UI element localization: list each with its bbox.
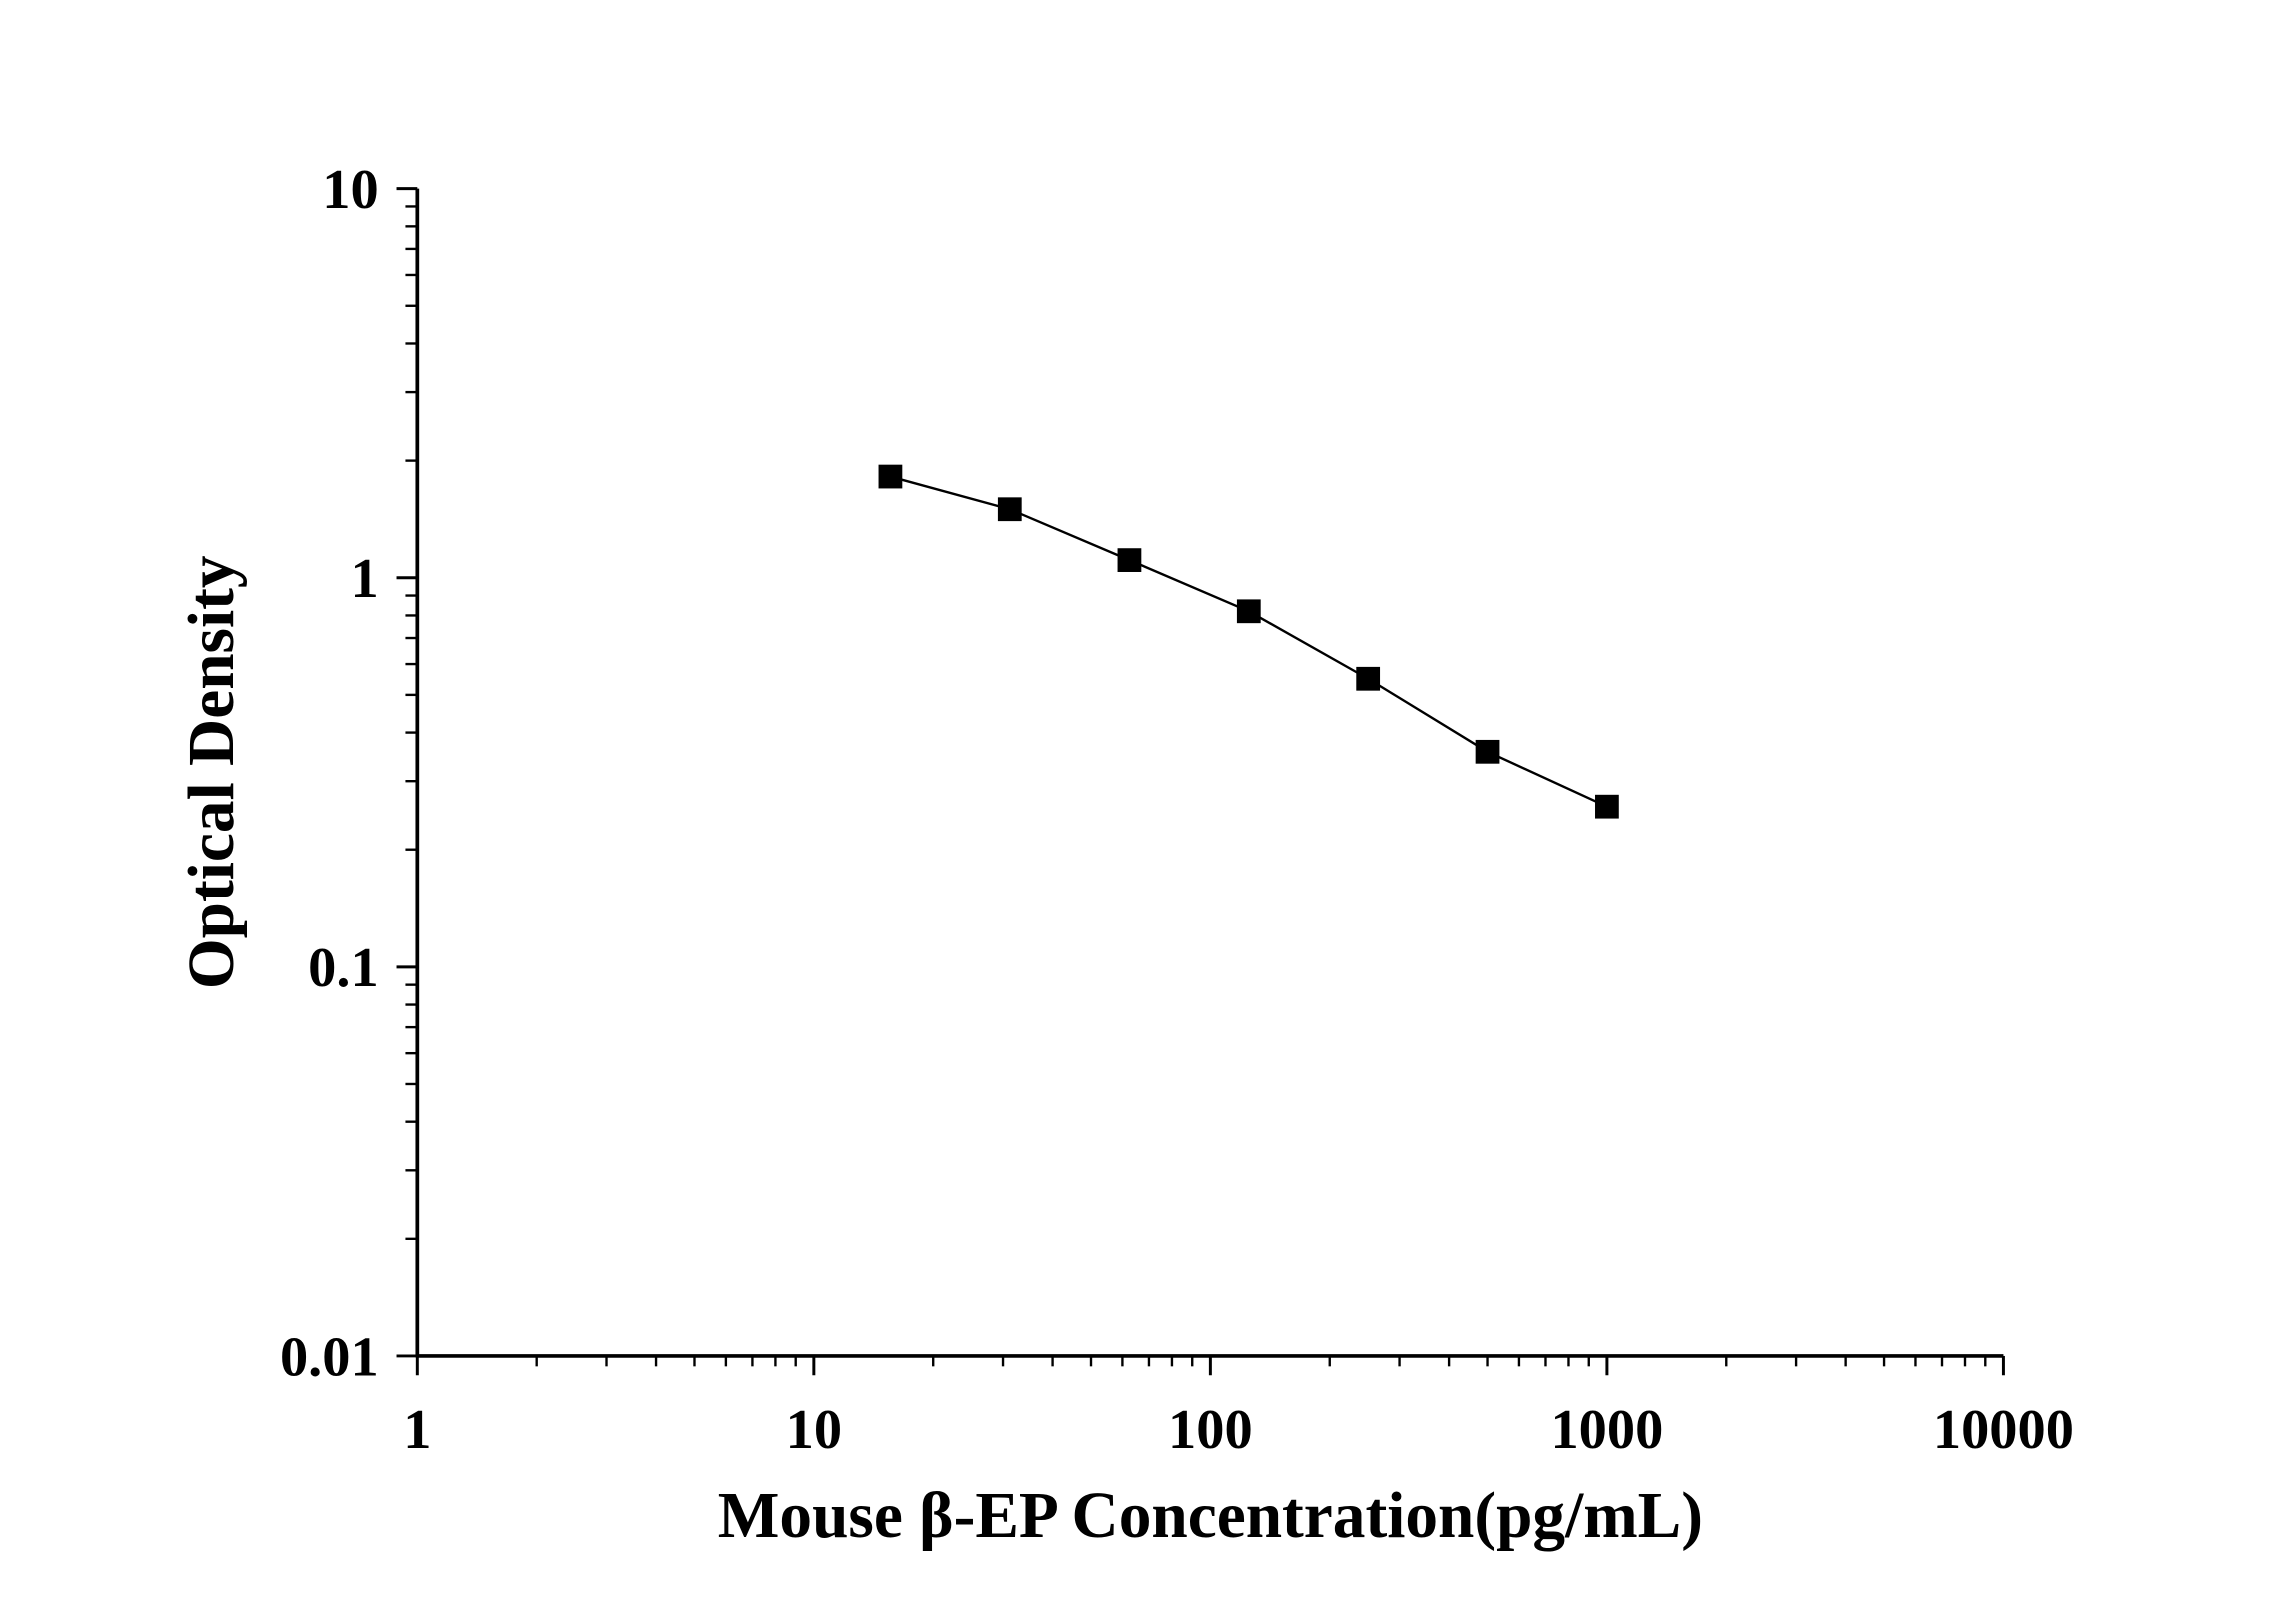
x-axis-title: Mouse β-EP Concentration(pg/mL) <box>718 1480 1703 1552</box>
ticks: 1 10 100 1000 10000 0.01 0.1 1 10 <box>280 159 2074 1461</box>
data-point <box>997 497 1022 522</box>
x-tick-label: 1 <box>403 1399 431 1461</box>
data-point <box>1117 548 1142 572</box>
y-tick-label: 1 <box>350 548 378 610</box>
y-tick-label: 10 <box>322 159 378 221</box>
data-point <box>1475 739 1500 764</box>
x-tick-label: 1000 <box>1550 1399 1663 1461</box>
x-tick-label: 100 <box>1168 1399 1253 1461</box>
y-tick-label: 0.01 <box>280 1326 379 1388</box>
axes <box>415 188 2004 1358</box>
data-point <box>1236 599 1261 624</box>
data-point <box>878 464 903 489</box>
series-line <box>890 475 1608 808</box>
x-tick-label: 10000 <box>1933 1399 2074 1461</box>
x-tick-label: 10 <box>786 1399 842 1461</box>
plot-area <box>878 464 1619 819</box>
data-point <box>1595 794 1619 819</box>
y-tick-label: 0.1 <box>308 937 379 999</box>
data-point <box>1356 666 1381 691</box>
y-axis-title: Optical Density <box>176 555 248 989</box>
